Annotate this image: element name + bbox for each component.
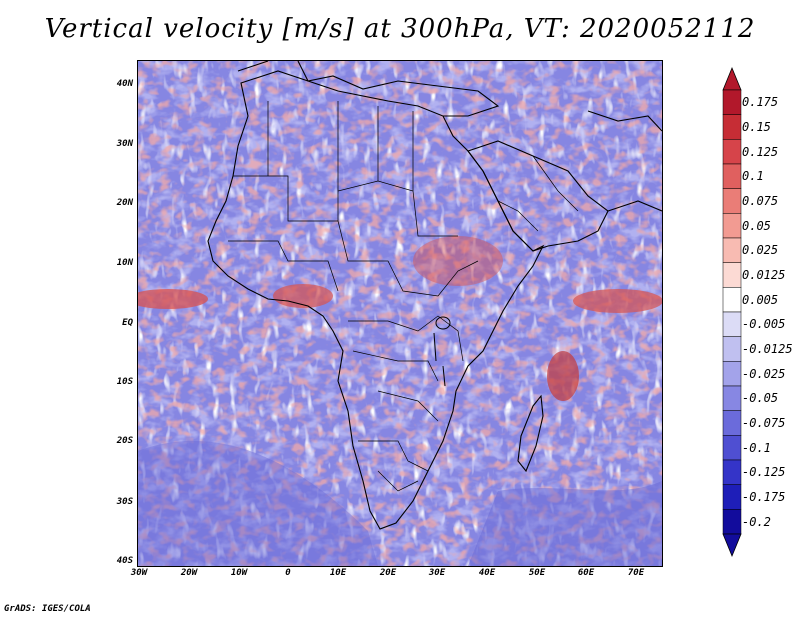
updraft-cell-mascarene: [547, 351, 579, 401]
colorbar-label: 0.05: [742, 218, 771, 233]
updraft-band-indian-ocean: [573, 289, 662, 313]
lon-label: 20E: [379, 568, 397, 578]
lon-label: 10W: [230, 568, 248, 578]
lat-label: 20N: [116, 198, 133, 208]
colorbar-label: 0.075: [742, 194, 779, 208]
coastlines: [207, 61, 662, 530]
colorbar-box: [722, 509, 742, 535]
colorbar-box: [722, 361, 742, 387]
field-texture-red: [138, 61, 662, 566]
colorbar-label: 0.0125: [742, 268, 786, 282]
central-southern-borders: [348, 315, 464, 422]
updraft-band-gulf-guinea: [273, 284, 333, 308]
country-borders: [228, 101, 579, 492]
colorbar-box: [722, 213, 742, 239]
colorbar-box: [722, 385, 742, 411]
colorbar-box: [722, 287, 742, 313]
lake-tanganyika: [433, 332, 437, 362]
colorbar-label: 0.1: [742, 169, 764, 184]
colorbar-label: -0.1: [742, 440, 771, 455]
europe-coastline: [237, 61, 500, 117]
lat-label: 20S: [116, 436, 133, 446]
arabia-coastline: [467, 140, 609, 252]
map-panel: [137, 60, 663, 567]
colorbar-box: [722, 139, 742, 165]
colorbar-box: [722, 435, 742, 461]
lon-label: 60E: [577, 568, 595, 578]
colorbar-box: [722, 410, 742, 436]
colorbar-label: 0.025: [742, 243, 779, 258]
madagascar-coastline: [517, 394, 544, 473]
colorbar-label: -0.05: [742, 391, 779, 406]
southern-africa-borders: [358, 440, 429, 492]
colorbar-label: 0.15: [742, 120, 771, 134]
colorbar-label: -0.0125: [742, 342, 793, 356]
lon-label: 40E: [478, 568, 496, 578]
chart-title: Vertical velocity [m/s] at 300hPa, VT: 2…: [44, 14, 756, 44]
lon-label: 20W: [180, 568, 198, 578]
lat-label: 10N: [116, 258, 133, 268]
lat-label: 10S: [116, 377, 133, 387]
lakes: [433, 316, 451, 387]
lat-label: 30S: [116, 497, 133, 507]
north-africa-borders: [267, 101, 414, 191]
colorbar-box: [722, 163, 742, 189]
colorbar-box: [722, 188, 742, 214]
subsidence-south-atlantic: [138, 440, 378, 566]
updraft-area-sudan: [413, 236, 503, 286]
colorbar-label: -0.005: [742, 317, 786, 332]
vertical-velocity-map: [138, 61, 662, 566]
colorbar-box: [722, 336, 742, 362]
lat-label: 40N: [116, 79, 133, 89]
lon-label: 10E: [329, 568, 347, 578]
arabia-borders: [497, 155, 579, 232]
colorbar-box: [722, 484, 742, 510]
lat-label: EQ: [122, 318, 133, 328]
lon-label: 30W: [130, 568, 148, 578]
colorbar-label: 0.005: [742, 292, 779, 307]
updraft-band-west-atlantic: [138, 289, 208, 309]
lon-label: 70E: [627, 568, 645, 578]
colorbar-box: [722, 114, 742, 140]
colorbar-box: [722, 89, 742, 115]
lake-malawi: [442, 365, 446, 387]
colorbar-box: [722, 311, 742, 337]
lake-victoria: [435, 316, 451, 330]
lat-label: 30N: [116, 139, 133, 149]
west-central-borders: [228, 220, 479, 297]
colorbar-label: -0.025: [742, 366, 786, 381]
colorbar-label: 0.125: [742, 144, 779, 159]
colorbar-label: -0.2: [742, 514, 771, 529]
subsidence-south-indian: [468, 481, 662, 566]
lon-label: 0: [285, 568, 291, 578]
colorbar-label: -0.175: [742, 490, 786, 504]
colorbar-box: [722, 237, 742, 263]
colorbar-label: 0.175: [742, 95, 779, 110]
colorbar-label: -0.075: [742, 416, 786, 430]
footer-credit: GrADS: IGES/COLA: [4, 604, 91, 614]
lon-label: 30E: [428, 568, 446, 578]
lat-label: 40S: [116, 556, 133, 566]
colorbar-min-arrow: [722, 533, 742, 558]
colorbar-box: [722, 459, 742, 485]
colorbar-label: -0.125: [742, 465, 786, 480]
colorbar-max-arrow: [722, 66, 742, 91]
lon-label: 50E: [528, 568, 546, 578]
colorbar: [722, 66, 742, 558]
colorbar-box: [722, 262, 742, 288]
asia-coastline: [587, 110, 662, 212]
